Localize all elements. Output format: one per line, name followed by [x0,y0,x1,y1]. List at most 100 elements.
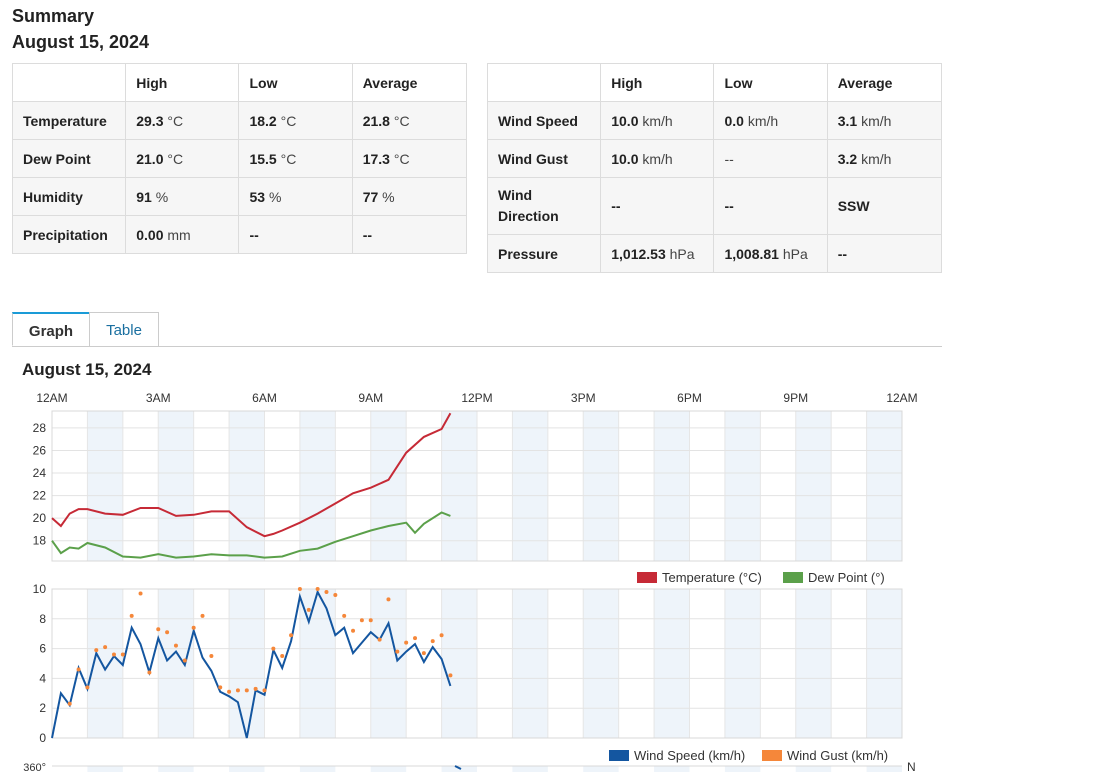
plot-frame [51,410,903,562]
y-tick-label: 2 [39,701,46,715]
cell-high: 10.0 km/h [600,139,715,178]
cell-low: -- [713,177,828,235]
hour-tick-label: 12AM [36,391,67,405]
gust-point [235,688,240,693]
hour-tick-label: 6AM [252,391,277,405]
y-tick-label: 20 [33,511,47,525]
gust-point [359,618,364,623]
plot-frame [51,588,903,739]
gust-point [342,613,347,618]
row-label: Precipitation [11,215,127,254]
gust-point [147,670,152,675]
gust-point [76,667,81,672]
y-tick-label: 6 [39,642,46,656]
gust-point [94,648,99,653]
legend-label: Wind Gust (km/h) [787,748,888,763]
legend-label: Temperature (°C) [662,570,762,585]
summary-table-temperature: High Low Average Temperature 29.3 °C 18.… [11,63,468,254]
y-tick-label: 4 [39,671,46,685]
table-row: Temperature 29.3 °C 18.2 °C 21.8 °C [11,101,468,140]
table-row: Wind Direction -- -- SSW [486,177,943,235]
gust-point [182,658,187,663]
cell-low: -- [238,215,353,254]
gust-point [306,607,311,612]
hour-band [866,766,902,772]
summary-date: August 15, 2024 [12,32,150,52]
hour-band [583,766,619,772]
gust-point [120,652,125,657]
cell-average: 3.2 km/h [826,139,943,178]
hour-tick-label: 9AM [358,391,383,405]
cell-high: 1,012.53 hPa [600,234,715,273]
header-low: Low [713,63,828,102]
series-line [51,412,452,538]
hour-tick-label: 3AM [146,391,171,405]
hour-band [229,766,265,772]
gust-point [421,651,426,656]
row-label: Temperature [11,101,127,140]
cell-low: -- [713,139,828,178]
gust-point [386,597,391,602]
hour-band [583,589,619,738]
hour-band [724,589,761,738]
gust-point [333,592,338,597]
cell-high: 29.3 °C [125,101,240,140]
cell-average: 21.8 °C [351,101,468,140]
tab-table[interactable]: Table [89,312,159,346]
row-label: Pressure [486,234,602,273]
y-tick-label: 0 [39,731,46,745]
table-header-row: High Low Average [486,63,943,102]
gust-point [103,645,108,650]
summary-table-wind: High Low Average Wind Speed 10.0 km/h 0.… [486,63,943,273]
series-line [51,511,451,559]
hour-band [441,411,477,561]
gust-point [439,633,444,638]
y-tick-label: 360° [23,762,46,772]
gust-point [227,689,232,694]
y-tick-label: 26 [33,443,47,457]
hour-band [512,589,548,738]
gust-point [156,627,161,632]
gust-point [67,701,72,706]
gust-point [85,685,90,690]
hour-band [654,411,690,561]
table-row: Pressure 1,012.53 hPa 1,008.81 hPa -- [486,234,943,273]
row-label: Dew Point [11,139,127,178]
gust-point [244,688,249,693]
gust-point [377,637,382,642]
cell-low: 15.5 °C [238,139,353,178]
hour-band [724,411,761,561]
hour-band [512,766,548,772]
gust-point [368,618,373,623]
gust-point [271,646,276,651]
header-high: High [600,63,715,102]
gust-point [430,639,435,644]
gust-point [262,688,267,693]
weather-charts: 12AM 3AM 6AM 9AM 12PM 3PM 6PM 9PM 12AM1820222426… [23,391,918,772]
gust-point [315,587,320,591]
summary-title: Summary [12,6,95,26]
hour-band [229,589,265,738]
table-row: Precipitation 0.00 mm -- -- [11,215,468,254]
hour-band [654,766,690,772]
hour-tick-label: 6PM [677,391,702,405]
row-label: Wind Direction [486,177,602,235]
gust-point [395,649,400,654]
cell-high: 21.0 °C [125,139,240,178]
graph-date: August 15, 2024 [22,360,152,379]
y-tick-label: 8 [39,612,46,626]
gust-point [324,589,329,594]
legend-label: Wind Speed (km/h) [634,748,745,763]
gust-point [191,625,196,630]
gust-point [165,630,170,635]
gust-point [404,640,409,645]
cell-average: 3.1 km/h [826,101,943,140]
hour-band [370,766,407,772]
cell-average: -- [826,234,943,273]
tab-graph[interactable]: Graph [12,312,90,346]
gust-point [111,652,116,657]
cell-high: 0.00 mm [125,215,240,254]
gust-point [129,613,134,618]
direction-mark [454,765,462,770]
hour-tick-label: 3PM [571,391,596,405]
